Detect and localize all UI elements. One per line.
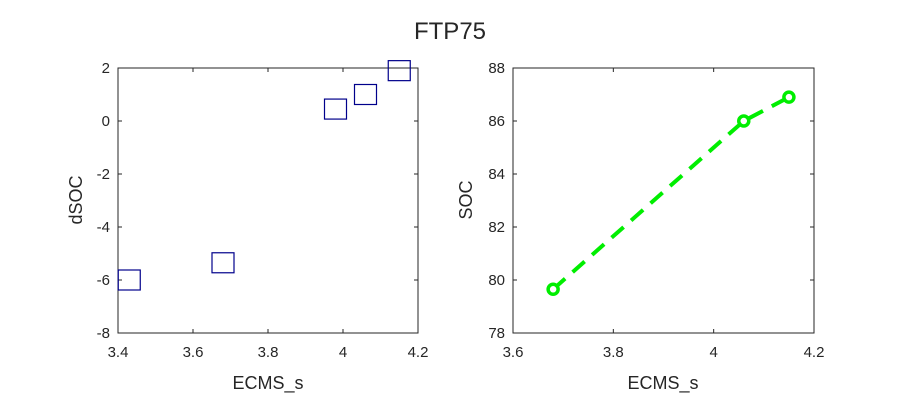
right-plot-x-tick-label: 4.2 xyxy=(804,344,825,361)
left-plot-square-marker xyxy=(353,83,378,106)
right-plot-ticks: 3.6 3.8 4 4.2 78 80 82 84 86 88 xyxy=(488,60,824,361)
right-plot-y-tick-label: 78 xyxy=(488,325,505,342)
right-plot-series xyxy=(546,90,796,297)
left-plot-x-tick-label: 3.8 xyxy=(258,344,279,361)
right-plot-y-tick-label: 82 xyxy=(488,219,505,236)
right-plot-y-axis-label: SOC xyxy=(456,180,476,219)
right-plot-circle-marker xyxy=(737,114,751,128)
left-plot-frame xyxy=(117,67,419,334)
left-plot-x-tick-label: 4.2 xyxy=(408,344,429,361)
left-plot-y-tick-label: -6 xyxy=(97,272,110,289)
left-plot-y-tick-label: 2 xyxy=(102,60,110,77)
right-plot-y-tick-label: 80 xyxy=(488,272,505,289)
figure-title: FTP75 xyxy=(414,18,486,45)
left-plot-y-tick-label: -2 xyxy=(97,166,110,183)
left-plot-square-marker xyxy=(323,98,348,120)
right-plot-x-tick-label: 4 xyxy=(709,344,717,361)
right-plot-x-axis-label: ECMS_s xyxy=(627,373,698,394)
right-plot-circle-marker xyxy=(546,282,560,297)
right-plot-y-tick-label: 84 xyxy=(488,166,505,183)
left-plot-square-marker xyxy=(211,252,235,274)
right-plot-x-tick-label: 3.6 xyxy=(503,344,524,361)
right-plot-x-tick-label: 3.8 xyxy=(603,344,624,361)
left-plot-y-tick-label: -8 xyxy=(97,325,110,342)
left-plot-y-tick-label: 0 xyxy=(102,113,110,130)
right-plot-frame xyxy=(512,67,815,334)
right-plot-soc: 3.6 3.8 4 4.2 78 80 82 84 86 88 ECMS_s SOC xyxy=(456,60,824,394)
right-plot-y-tick-label: 88 xyxy=(488,60,505,77)
left-plot-dsoc: 3.4 3.6 3.8 4 4.2 -8 -6 -4 -2 0 2 ECMS_s dSOC xyxy=(66,60,428,394)
left-plot-markers xyxy=(117,60,411,291)
left-plot-x-tick-label: 3.6 xyxy=(183,344,204,361)
right-plot-circle-marker xyxy=(782,90,796,104)
left-plot-x-tick-label: 3.4 xyxy=(108,344,129,361)
left-plot-x-axis-label: ECMS_s xyxy=(232,373,303,394)
right-plot-y-tick-label: 86 xyxy=(488,113,505,130)
left-plot-ticks: 3.4 3.6 3.8 4 4.2 -8 -6 -4 -2 0 2 xyxy=(97,60,429,361)
left-plot-y-tick-label: -4 xyxy=(97,219,110,236)
left-plot-x-tick-label: 4 xyxy=(339,344,347,361)
left-plot-square-marker xyxy=(117,269,141,291)
right-plot-series-line xyxy=(551,95,790,291)
left-plot-y-axis-label: dSOC xyxy=(66,175,86,224)
left-plot-square-marker xyxy=(387,60,411,82)
